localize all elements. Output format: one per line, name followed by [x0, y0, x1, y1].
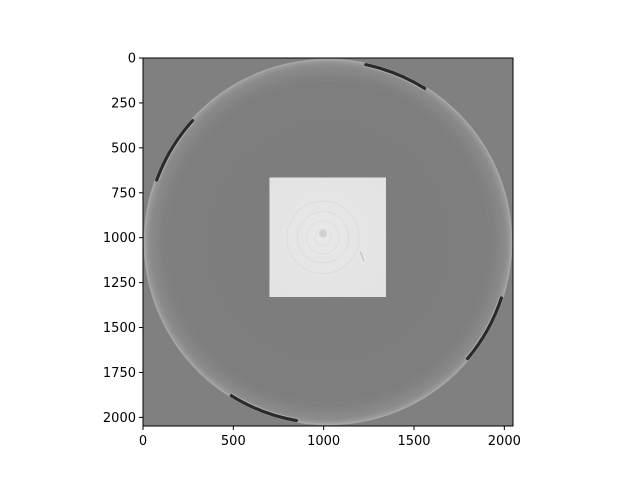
x-tick-label-1: 500 — [221, 434, 246, 449]
y-tick-label-0: 0 — [128, 52, 136, 67]
square-ring-0 — [314, 228, 332, 246]
y-tick-label-5: 1250 — [103, 276, 136, 291]
y-tick-label-3: 750 — [111, 186, 136, 201]
square-streak — [359, 251, 365, 262]
y-tick-label-8: 2000 — [103, 411, 136, 426]
image-area — [143, 58, 513, 426]
bright-arc-1 — [158, 121, 195, 182]
x-tick-label-0: 0 — [139, 434, 147, 449]
square-ring-2 — [297, 211, 350, 264]
x-tick-label-3: 1500 — [397, 434, 430, 449]
bright-arc-3 — [231, 393, 298, 420]
y-tick-label-4: 1000 — [103, 231, 136, 246]
y-tick-label-6: 1500 — [103, 321, 136, 336]
y-tick-label-1: 250 — [111, 96, 136, 111]
axes: 0 500 1000 1500 2000025050075010001250150017… — [103, 52, 521, 450]
bright-square — [269, 177, 386, 297]
bright-arc-0 — [364, 66, 425, 91]
dark-arc-1 — [155, 119, 195, 182]
y-tick-label-7: 1750 — [103, 366, 136, 381]
ring-artifact-2 — [165, 80, 491, 404]
square-ring-3 — [286, 200, 360, 274]
dark-arc-3 — [229, 394, 298, 423]
ring-artifact-0 — [148, 63, 508, 421]
dark-arc-0 — [364, 63, 427, 90]
dark-arc-2 — [466, 296, 503, 361]
plot-frame — [142, 57, 514, 427]
x-tick-label-4: 2000 — [488, 434, 521, 449]
x-tick-label-2: 1000 — [307, 434, 340, 449]
bright-arc-2 — [465, 296, 500, 358]
ring-artifact-1 — [156, 71, 500, 413]
disc-rim — [143, 58, 513, 426]
square-ring-1 — [306, 220, 340, 254]
square-center-spot — [319, 229, 328, 238]
y-tick-label-2: 500 — [111, 141, 136, 156]
